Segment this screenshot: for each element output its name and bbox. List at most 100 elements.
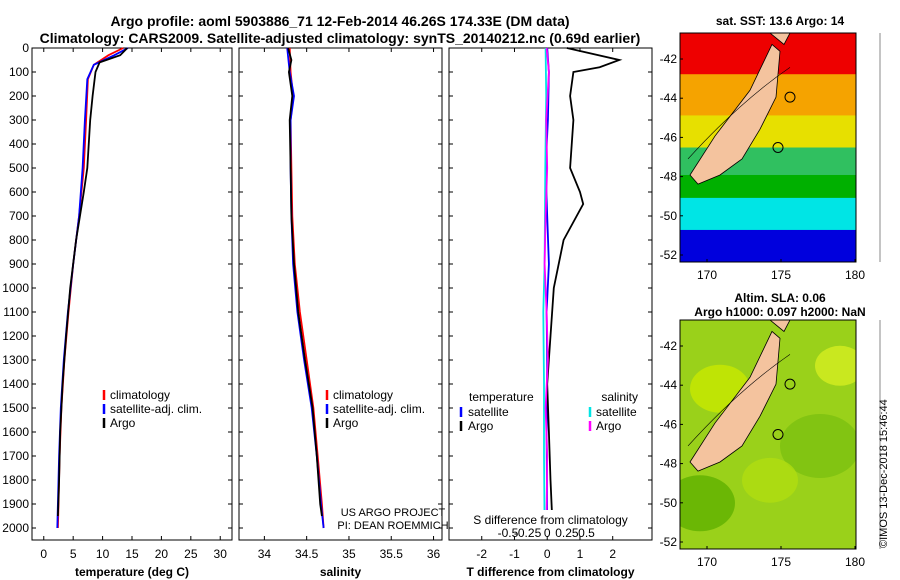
series-line	[57, 47, 128, 517]
sla-blob	[742, 457, 798, 503]
lon-tick-label: 180	[845, 268, 865, 282]
series-line	[543, 47, 550, 517]
y-tick-label: 1800	[2, 473, 29, 487]
lon-tick-label: 180	[845, 555, 865, 569]
y-tick-label: 1700	[2, 449, 29, 463]
island-marker	[784, 91, 796, 103]
legend-label: climatology	[110, 388, 170, 402]
sst-band	[680, 197, 856, 231]
x-tick-label: 2	[609, 547, 616, 561]
legend-title: salinity	[601, 390, 638, 404]
figure-title-line-1: Argo profile: aoml 5903886_71 12-Feb-201…	[110, 13, 570, 29]
plot-frame	[238, 47, 443, 541]
legend-label: satellite-adj. clim.	[110, 402, 202, 416]
sst-band	[680, 115, 856, 149]
y-tick-label: 800	[9, 233, 29, 247]
x-tick-label: 34	[258, 547, 272, 561]
legend-label: satellite	[468, 405, 509, 419]
argo-location-marker	[772, 142, 784, 153]
legend-label: satellite	[596, 405, 637, 419]
lat-tick-label: -52	[660, 248, 678, 262]
legend-label: Argo	[110, 416, 136, 430]
x-axis-label: temperature (deg C)	[75, 565, 189, 579]
lon-tick-label: 175	[771, 268, 791, 282]
sst-map: -42 -44 -46 -48 -50 -52 170 175 180	[660, 32, 881, 282]
y-tick-label: 500	[9, 161, 29, 175]
series-line	[287, 47, 323, 517]
figure-title-line-2: Climatology: CARS2009. Satellite-adjuste…	[39, 30, 641, 46]
south-island-land	[689, 330, 781, 472]
inner-axis-tick-label: 0	[544, 526, 551, 540]
x-tick-label: 0	[40, 547, 47, 561]
y-tick-label: 600	[9, 185, 29, 199]
y-tick-label: 0	[22, 41, 29, 55]
legend-label: Argo	[468, 419, 494, 433]
y-tick-label: 900	[9, 257, 29, 271]
lat-tick-label: -46	[660, 417, 678, 431]
x-tick-label: -1	[509, 547, 520, 561]
x-tick-label: 36	[427, 547, 441, 561]
sla-map-title: Altim. SLA: 0.06	[734, 291, 826, 305]
sla-map-subtitle: Argo h1000: 0.097 h2000: NaN	[694, 305, 866, 319]
lat-tick-label: -50	[660, 496, 678, 510]
inner-axis-label: S difference from climatology	[473, 513, 628, 527]
y-tick-label: 1900	[2, 497, 29, 511]
bathymetry-contour	[687, 354, 791, 447]
south-island-land	[689, 43, 781, 185]
x-tick-label: 5	[70, 547, 77, 561]
sst-band	[680, 229, 856, 262]
inner-axis-tick-label: 0.25	[555, 526, 579, 540]
salinity-panel: 34 34.5 35 35.5 36 salinity climatologysatelli…	[238, 47, 443, 579]
lat-tick-label: -48	[660, 457, 678, 471]
x-axis-label: T difference from climatology	[466, 565, 634, 579]
x-tick-label: 30	[214, 547, 228, 561]
y-tick-label: 300	[9, 113, 29, 127]
x-tick-label: 10	[96, 547, 110, 561]
legend-label: satellite-adj. clim.	[333, 402, 425, 416]
sla-blob	[815, 345, 856, 386]
y-tick-label: 1300	[2, 353, 29, 367]
x-tick-label: 25	[184, 547, 198, 561]
x-tick-label: 35.5	[380, 547, 404, 561]
y-tick-label: 700	[9, 209, 29, 223]
bathymetry-contour	[687, 67, 791, 160]
north-island-land	[769, 320, 791, 333]
plot-frame	[31, 47, 233, 541]
temperature-panel: 0100200300400500600700800900100011001200…	[2, 41, 233, 579]
legend-title: temperature	[469, 390, 534, 404]
y-tick-label: 1200	[2, 329, 29, 343]
x-axis-label: salinity	[320, 565, 362, 579]
lat-tick-label: -46	[660, 130, 678, 144]
difference-panel: -2 -1 0 1 2 T difference from climatology temp…	[448, 47, 653, 579]
series-line	[546, 47, 623, 517]
timestamp-stamp: ©IMOS 13-Dec-2018 15:46:44	[878, 399, 890, 548]
legend-label: Argo	[596, 419, 622, 433]
argo-location-marker	[772, 429, 784, 440]
legend-label: Argo	[333, 416, 359, 430]
y-tick-label: 1500	[2, 401, 29, 415]
sst-band	[680, 174, 856, 199]
map-frame	[679, 319, 857, 550]
credit-pi: PI: DEAN ROEMMICH	[337, 520, 448, 532]
x-tick-label: 35	[342, 547, 356, 561]
credit-project: US ARGO PROJECT	[341, 507, 446, 519]
legend-label: climatology	[333, 388, 393, 402]
map-frame	[679, 32, 857, 263]
inner-axis-tick-label: -0.5	[498, 526, 519, 540]
x-tick-label: 15	[125, 547, 139, 561]
inner-axis-tick-label: 0.5	[578, 526, 595, 540]
island-marker	[784, 378, 796, 390]
lon-tick-label: 170	[697, 555, 717, 569]
y-tick-label: 1600	[2, 425, 29, 439]
lat-tick-label: -42	[660, 52, 678, 66]
lat-tick-label: -42	[660, 339, 678, 353]
sla-blob	[680, 475, 735, 532]
x-tick-label: 20	[155, 547, 169, 561]
sla-map: -42 -44 -46 -48 -50 -52 170 175 180	[660, 319, 881, 569]
y-tick-label: 400	[9, 137, 29, 151]
lon-tick-label: 175	[771, 555, 791, 569]
inner-axis-tick-label: -0.25	[514, 526, 542, 540]
lat-tick-label: -50	[660, 209, 678, 223]
lat-tick-label: -44	[660, 91, 678, 105]
